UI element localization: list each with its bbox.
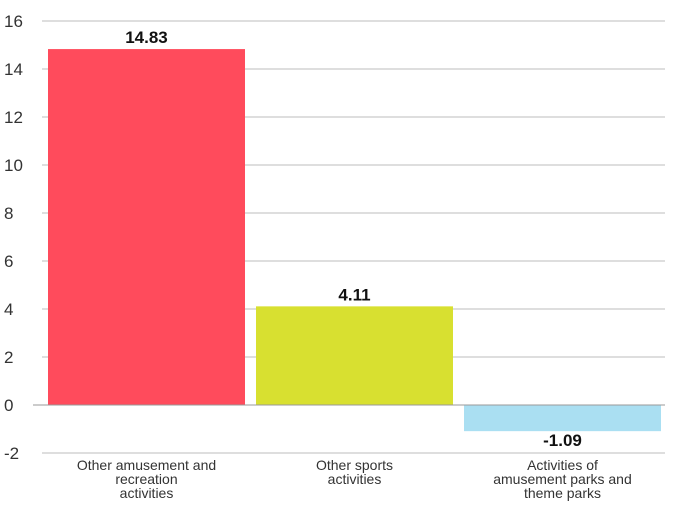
data-label: 14.83	[125, 28, 168, 47]
category-label-line: activities	[328, 471, 382, 487]
data-labels: 14.83 4.11 -1.09	[125, 28, 582, 450]
y-tick-label: 16	[4, 12, 23, 31]
y-tick-label: 6	[4, 252, 13, 271]
x-axis-categories: Other amusement and recreation activitiesO…	[77, 457, 632, 501]
y-tick-label: 8	[4, 204, 13, 223]
category-label-line: theme parks	[524, 485, 601, 501]
category-label: Other amusement and recreation activities	[77, 457, 216, 501]
category-label-line: Other sports	[316, 457, 393, 473]
category-label-line: Activities of	[527, 457, 598, 473]
category-label-line: amusement parks and	[493, 471, 632, 487]
y-tick-label: 10	[4, 156, 23, 175]
y-axis-ticks: -2 0 2 4 6 8 10 12 14 16	[4, 12, 23, 463]
y-tick-label: -2	[4, 444, 19, 463]
category-label-line: recreation	[115, 471, 177, 487]
y-tick-label: 12	[4, 108, 23, 127]
bar	[464, 405, 661, 432]
y-tick-label: 0	[4, 396, 13, 415]
category-label: Activities of amusement parks and theme pa…	[493, 457, 632, 501]
y-tick-label: 14	[4, 60, 23, 79]
data-label: 4.11	[338, 285, 370, 304]
bars	[48, 49, 661, 432]
category-label-line: activities	[120, 485, 174, 501]
bar	[48, 49, 245, 405]
category-label: Other sports activities	[316, 457, 393, 487]
y-tick-label: 2	[4, 348, 13, 367]
y-tick-label: 4	[4, 300, 13, 319]
category-label-line: Other amusement and	[77, 457, 216, 473]
data-label: -1.09	[543, 431, 582, 450]
bar	[256, 306, 453, 405]
